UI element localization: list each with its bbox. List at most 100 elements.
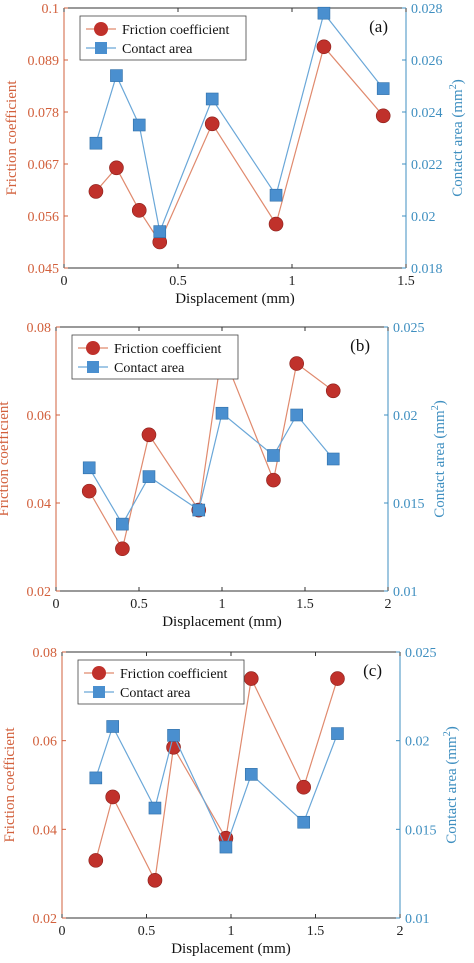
friction-point (296, 779, 311, 795)
contact-point (82, 461, 96, 475)
contact-point (89, 136, 103, 150)
contact-series-line (88, 412, 334, 526)
left-y-tick-label: 0.08 (33, 646, 58, 661)
friction-point (268, 216, 284, 232)
friction-point (88, 853, 104, 868)
left-y-axis-title: Friction coefficient (0, 401, 12, 517)
legend-friction-label: Friction coefficient (120, 667, 228, 682)
legend-contact-marker (87, 361, 99, 373)
x-tick-label: 1 (228, 924, 235, 939)
x-tick-label: 0.5 (169, 274, 187, 289)
contact-point (89, 771, 103, 785)
contact-point (326, 452, 340, 466)
legend-contact-marker (93, 686, 105, 698)
legend-box (71, 334, 239, 380)
legend: Friction coefficient Contact area (71, 334, 239, 380)
friction-point (109, 160, 124, 176)
right-y-tick-label: 0.022 (411, 158, 443, 173)
legend-friction-marker (92, 666, 106, 680)
contact-point (219, 840, 233, 854)
right-y-axis-title: Contact area (mm2) (448, 79, 466, 196)
friction-series-line (95, 45, 384, 244)
panel-label: (a) (369, 17, 388, 36)
left-y-tick-label: 0.067 (28, 158, 60, 173)
contact-point (110, 69, 123, 82)
contact-point (148, 801, 162, 815)
x-tick-label: 0 (59, 924, 66, 939)
legend-box (77, 659, 245, 705)
legend-box (79, 15, 247, 61)
legend-friction-label: Friction coefficient (122, 23, 230, 38)
contact-series-line (95, 11, 384, 234)
contact-point (192, 503, 206, 517)
right-y-tick-label: 0.01 (393, 585, 418, 600)
right-y-tick-label: 0.01 (405, 912, 430, 927)
left-y-axis-title: Friction coefficient (4, 80, 20, 196)
contact-point (153, 225, 167, 238)
x-tick-label: 0.5 (130, 597, 148, 612)
friction-point (375, 108, 391, 124)
contact-point (317, 6, 331, 20)
friction-point (81, 483, 97, 499)
left-y-tick-label: 0.056 (28, 210, 60, 225)
x-tick-label: 1 (289, 274, 296, 289)
friction-point (243, 671, 259, 686)
chart-panel-3: 0 0.5 1 1.5 2 0.02 0.04 0.06 0.08 0.01 0.015 0.02 0.… (2, 646, 460, 957)
left-y-tick-label: 0.078 (28, 106, 60, 121)
friction-point (330, 671, 345, 686)
x-tick-label: 1 (219, 597, 226, 612)
friction-point (105, 789, 120, 805)
x-tick-label: 2 (397, 924, 404, 939)
x-axis-title: Displacement (mm) (175, 291, 295, 307)
friction-point (289, 356, 305, 371)
contact-point (116, 517, 129, 531)
chart-panel-2: 0 0.5 1 1.5 2 0.02 0.04 0.06 0.08 0.01 0.015 0.02 0.… (0, 321, 448, 630)
contact-point (106, 720, 119, 733)
x-tick-label: 1.5 (397, 274, 415, 289)
legend-contact-label: Contact area (114, 361, 185, 376)
contact-point (244, 768, 258, 781)
friction-point (141, 427, 157, 443)
left-y-tick-label: 0.045 (28, 262, 60, 277)
contact-series-line (95, 724, 339, 849)
legend-contact-label: Contact area (120, 686, 191, 701)
legend-friction-label: Friction coefficient (114, 342, 222, 357)
contact-point (267, 449, 280, 462)
friction-point (147, 873, 163, 888)
left-y-axis-title: Friction coefficient (2, 727, 18, 843)
x-tick-label: 0 (61, 274, 68, 289)
legend: Friction coefficient Contact area (79, 15, 247, 61)
contact-point (290, 408, 304, 422)
x-axis-title: Displacement (mm) (171, 941, 291, 957)
legend-contact-label: Contact area (122, 42, 193, 57)
right-y-tick-label: 0.015 (405, 823, 437, 838)
legend-contact-marker (95, 42, 107, 54)
right-y-axis-title: Contact area (mm2) (430, 400, 448, 517)
right-y-tick-label: 0.028 (411, 2, 443, 17)
contact-point (376, 82, 390, 95)
contact-point (215, 406, 229, 420)
friction-point (325, 383, 341, 399)
right-y-axis-title: Contact area (mm2) (442, 726, 460, 843)
friction-point (115, 541, 130, 557)
left-y-tick-label: 0.08 (27, 321, 52, 336)
left-y-tick-label: 0.04 (27, 497, 52, 512)
friction-point (88, 184, 104, 199)
x-tick-label: 2 (385, 597, 392, 612)
contact-point (132, 118, 146, 132)
right-y-tick-label: 0.024 (411, 106, 443, 121)
friction-point (131, 203, 147, 218)
legend-friction-marker (86, 341, 100, 355)
left-y-tick-label: 0.1 (42, 2, 60, 17)
chart-panel-1: 0 0.5 1 1.5 0.045 0.056 0.067 0.078 0.089 0.1 0.01… (4, 2, 466, 307)
left-y-tick-label: 0.04 (33, 823, 58, 838)
legend: Friction coefficient Contact area (77, 659, 245, 705)
friction-point (204, 116, 220, 132)
right-y-tick-label: 0.025 (393, 321, 425, 336)
friction-point (316, 39, 332, 55)
left-y-tick-label: 0.02 (27, 585, 52, 600)
right-y-tick-label: 0.02 (405, 735, 430, 750)
right-y-tick-label: 0.018 (411, 262, 443, 277)
left-y-tick-label: 0.02 (33, 912, 58, 927)
